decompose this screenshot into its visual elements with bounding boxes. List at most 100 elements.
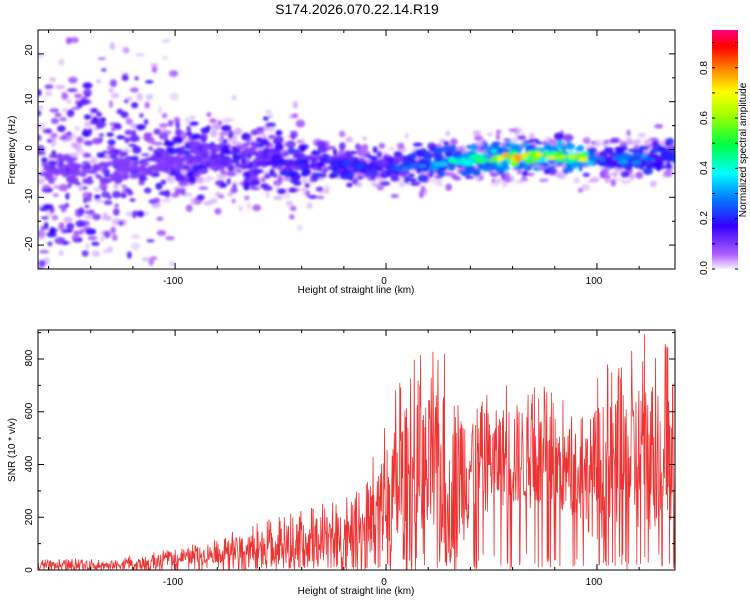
spectrogram-blob <box>51 215 59 221</box>
spectrogram-blob <box>48 154 59 159</box>
spectrogram-blob <box>94 199 104 204</box>
spectrogram-blob <box>108 100 114 109</box>
spectrogram-blob <box>302 168 312 176</box>
spectrogram-blob <box>88 192 92 199</box>
spectrogram-blob <box>111 93 120 99</box>
spectrogram-blob <box>618 158 628 165</box>
spectrogram-ylabel: Frequency (Hz) <box>7 116 18 185</box>
spectrogram-blob <box>633 149 639 155</box>
spectrogram-blob <box>125 118 133 125</box>
spectrogram-blob <box>430 165 440 170</box>
spectrogram-blob <box>250 179 261 187</box>
spectrogram-blob <box>67 182 72 189</box>
spectrogram-blob <box>279 170 290 176</box>
spectrogram-blob <box>292 155 303 159</box>
spectrogram-blob <box>155 182 163 190</box>
snr-ytick-label: 400 <box>24 455 35 472</box>
spectrogram-blob <box>84 204 90 209</box>
spectrogram-blob <box>188 177 197 184</box>
spectrogram-blob <box>189 145 196 151</box>
spectrogram-blob <box>316 161 325 168</box>
spectrogram-blob <box>131 102 139 109</box>
spectrogram-blob <box>548 139 558 145</box>
spectrogram-blob <box>312 149 317 156</box>
spectrogram-blob <box>509 175 514 183</box>
spectrogram-blob <box>195 150 203 157</box>
spectrogram-blob <box>313 172 323 178</box>
spectrogram-blob <box>39 250 50 254</box>
spectrogram-blob <box>70 142 78 149</box>
spectrogram-blob <box>74 125 80 132</box>
spectrogram-blob <box>58 204 69 209</box>
spectrogram-blob <box>38 145 46 153</box>
spectrogram-blob <box>415 149 421 154</box>
spectrogram-blob <box>514 157 522 162</box>
spectrogram-blob <box>246 138 251 143</box>
spectrogram-blob <box>228 130 234 139</box>
spectrogram-blob <box>296 161 305 166</box>
spectrogram-blob <box>92 213 101 221</box>
spectrogram-blob <box>240 164 250 170</box>
spectrogram-blob <box>282 177 292 182</box>
spectrogram-blob <box>62 272 69 276</box>
spectrogram-blob <box>659 153 667 158</box>
spectrogram-blob <box>289 179 296 184</box>
spectrogram-blob <box>58 58 65 66</box>
spectrogram-blob <box>51 150 57 156</box>
spectrogram-blob <box>103 173 112 178</box>
spectrogram-blob <box>564 165 573 173</box>
spectrogram-blob <box>567 154 578 159</box>
spectrogram-blob <box>244 195 250 201</box>
colorbar-ticks <box>712 42 738 270</box>
spectrogram-blob <box>100 117 107 123</box>
spectrogram-blob <box>119 154 125 158</box>
spectrogram-blob <box>317 145 328 154</box>
spectrogram-blob <box>408 163 419 169</box>
spectrogram-blob <box>44 175 53 181</box>
spectrogram-ytick-label: 20 <box>24 44 35 56</box>
spectrogram-blob <box>61 207 67 213</box>
spectrogram-blob <box>221 124 232 132</box>
colorbar-tick-label: 0.6 <box>699 111 710 125</box>
spectrogram-blob <box>329 146 336 150</box>
spectrogram-blob <box>404 176 411 181</box>
spectrogram-blob <box>298 144 306 153</box>
spectrogram-blob <box>158 167 165 172</box>
spectrogram-blob <box>66 222 75 230</box>
spectrogram-blob <box>141 257 151 262</box>
spectrogram-blob <box>306 202 313 210</box>
spectrogram-blob <box>198 186 209 191</box>
spectrogram-blob <box>82 152 92 158</box>
spectrogram-blob <box>209 160 216 166</box>
spectrogram-blob <box>250 141 257 147</box>
spectrogram-blob <box>96 112 102 117</box>
spectrogram-blob <box>428 178 437 183</box>
spectrogram-blob <box>272 180 282 186</box>
spectrogram-blob <box>219 182 228 188</box>
spectrogram-blob <box>578 163 583 172</box>
snr-ticks <box>38 330 675 571</box>
spectrogram-blob <box>450 144 456 151</box>
spectrogram-blob <box>83 114 92 120</box>
spectrogram-blob <box>612 172 618 178</box>
spectrogram-blob <box>231 141 242 145</box>
spectrogram-blob <box>129 23 134 29</box>
spectrogram-blob <box>623 153 631 159</box>
spectrogram-blob <box>205 174 211 183</box>
spectrogram-blob <box>97 275 102 280</box>
spectrogram-blob <box>46 128 52 134</box>
spectrogram-blob <box>162 55 168 61</box>
spectrogram-blob <box>250 129 259 136</box>
spectrogram-blob <box>58 249 64 256</box>
spectrogram-blob <box>411 169 416 174</box>
spectrogram-blob <box>654 145 659 154</box>
spectrogram-blob <box>300 187 308 191</box>
spectrogram-blob <box>158 190 169 196</box>
spectrogram-blob <box>419 148 427 154</box>
spectrogram-blob <box>202 151 211 155</box>
spectrogram-blob <box>665 140 670 147</box>
spectrogram-blob <box>66 176 72 183</box>
spectrogram-blob <box>378 142 386 149</box>
spectrogram-blob <box>76 102 83 109</box>
spectrogram-blob <box>635 171 643 179</box>
